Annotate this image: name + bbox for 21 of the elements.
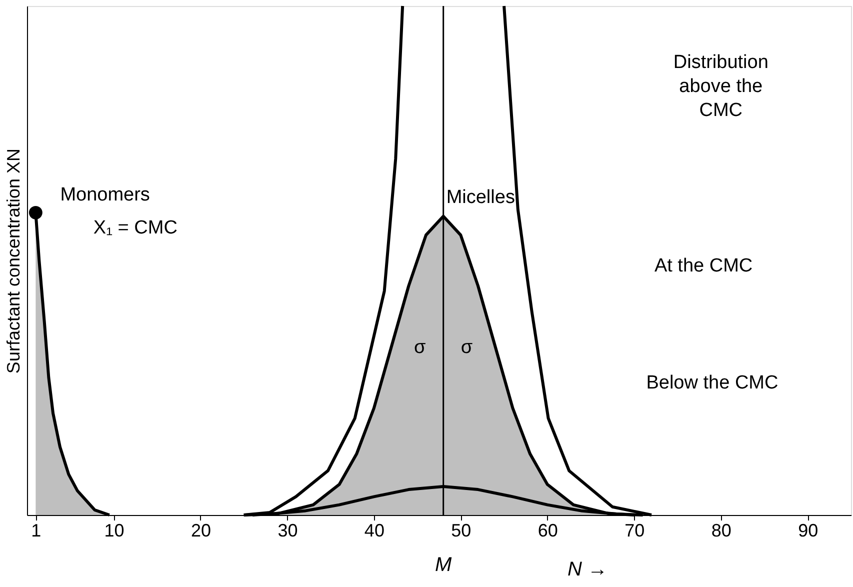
x-tick-label: 90 (798, 520, 818, 540)
x-axis-title: N → (568, 558, 608, 580)
annotation: σ (460, 337, 473, 358)
annotation: Micelles (446, 186, 515, 208)
x-tick-label: 70 (624, 520, 645, 540)
x-tick-label: 40 (364, 520, 384, 540)
x-tick-label: 60 (538, 520, 558, 540)
annotation: Distribution above the CMC (673, 52, 768, 121)
annotation: At the CMC (654, 256, 753, 277)
x-tick-label: 80 (711, 520, 732, 540)
x-tick-label: 30 (278, 520, 298, 540)
annotation: X₁ = CMC (93, 217, 178, 238)
annotation: Monomers (60, 184, 150, 206)
y-axis-title: Surfactant concentration XN (4, 148, 24, 374)
x-tick-label: 20 (190, 520, 211, 540)
x-tick-label: 1 (31, 520, 42, 540)
x-tick-label: 50 (451, 520, 472, 540)
annotation: σ (414, 337, 426, 358)
annotation: Below the CMC (646, 372, 778, 394)
ref-line-label: M (435, 554, 452, 576)
x-tick-label: 10 (104, 520, 124, 540)
